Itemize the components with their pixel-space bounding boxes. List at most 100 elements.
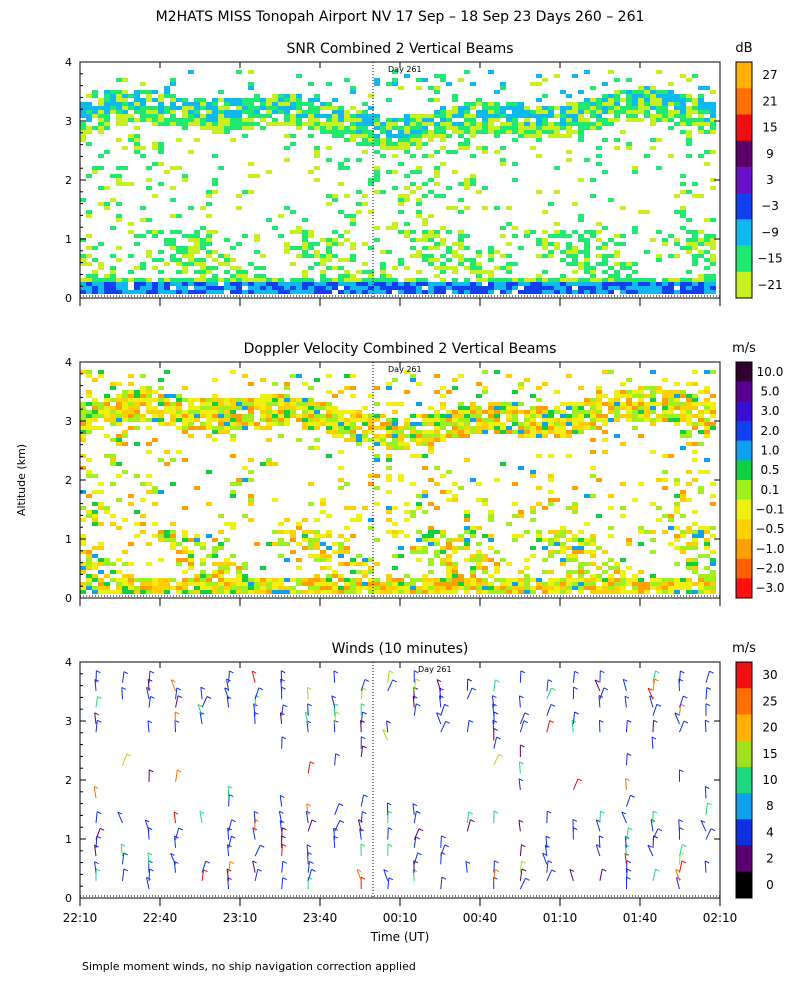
field-cell <box>584 582 590 586</box>
field-cell <box>560 122 566 126</box>
field-cell <box>146 386 152 390</box>
field-cell <box>554 122 560 126</box>
field-cell <box>272 286 278 290</box>
field-cell <box>560 230 566 234</box>
field-cell <box>398 582 404 586</box>
field-cell <box>584 562 590 566</box>
field-cell <box>260 266 266 270</box>
field-cell <box>458 210 464 214</box>
field-cell <box>680 214 686 218</box>
field-cell <box>596 102 602 106</box>
field-cell <box>134 126 140 130</box>
field-cell <box>434 582 440 586</box>
field-cell <box>248 82 254 86</box>
field-cell <box>560 590 566 594</box>
field-cell <box>518 422 524 426</box>
field-cell <box>182 538 188 542</box>
field-cell <box>536 82 542 86</box>
field-cell <box>326 102 332 106</box>
field-cell <box>206 586 212 590</box>
wind-barb <box>360 687 363 700</box>
wind-barb-flag <box>415 703 421 707</box>
field-cell <box>500 110 506 114</box>
field-cell <box>308 530 314 534</box>
field-cell <box>440 254 446 258</box>
field-cell <box>200 278 206 282</box>
field-cell <box>590 494 596 498</box>
field-cell <box>152 114 158 118</box>
field-cell <box>260 118 266 122</box>
field-cell <box>476 418 482 422</box>
wind-barb-flag <box>307 687 312 690</box>
field-cell <box>248 286 254 290</box>
field-cell <box>464 110 470 114</box>
field-cell <box>398 530 404 534</box>
field-cell <box>680 94 686 98</box>
wind-barb <box>545 836 548 848</box>
field-cell <box>626 278 632 282</box>
wind-barb <box>122 852 125 865</box>
field-cell <box>428 190 434 194</box>
field-cell <box>542 270 548 274</box>
field-cell <box>182 118 188 122</box>
field-cell <box>98 582 104 586</box>
field-cell <box>242 274 248 278</box>
field-cell <box>122 106 128 110</box>
field-cell <box>698 590 704 594</box>
field-cell <box>152 282 158 286</box>
field-cell <box>206 270 212 274</box>
field-cell <box>320 270 326 274</box>
field-cell <box>566 290 572 294</box>
field-cell <box>422 134 428 138</box>
wind-barb-flag <box>281 736 287 740</box>
field-cell <box>206 402 212 406</box>
field-cell <box>314 106 320 110</box>
field-cell <box>686 542 692 546</box>
field-cell <box>542 106 548 110</box>
field-cell <box>200 266 206 270</box>
field-cell <box>368 474 374 478</box>
field-cell <box>176 414 182 418</box>
field-cell <box>626 542 632 546</box>
field-cell <box>170 546 176 550</box>
field-cell <box>218 514 224 518</box>
wind-barb-flag <box>495 679 500 683</box>
field-cell <box>386 226 392 230</box>
field-cell <box>92 94 98 98</box>
wind-barb <box>226 844 230 857</box>
field-cell <box>392 286 398 290</box>
field-cell <box>206 230 212 234</box>
field-cell <box>602 278 608 282</box>
field-cell <box>686 394 692 398</box>
field-cell <box>236 114 242 118</box>
field-cell <box>308 578 314 582</box>
field-cell <box>290 414 296 418</box>
field-cell <box>326 578 332 582</box>
field-cell <box>182 426 188 430</box>
field-cell <box>416 546 422 550</box>
field-cell <box>356 134 362 138</box>
field-cell <box>140 586 146 590</box>
field-cell <box>308 234 314 238</box>
field-cell <box>308 286 314 290</box>
field-cell <box>542 382 548 386</box>
field-cell <box>674 590 680 594</box>
field-cell <box>326 278 332 282</box>
field-cell <box>476 250 482 254</box>
field-cell <box>230 102 236 106</box>
field-cell <box>302 274 308 278</box>
field-cell <box>116 246 122 250</box>
field-cell <box>206 278 212 282</box>
field-cell <box>344 238 350 242</box>
field-cell <box>446 82 452 86</box>
field-cell <box>398 446 404 450</box>
field-cell <box>146 450 152 454</box>
field-cell <box>614 390 620 394</box>
field-cell <box>362 150 368 154</box>
wind-barb-flag <box>231 835 236 839</box>
field-cell <box>650 502 656 506</box>
field-cell <box>596 406 602 410</box>
wind-barb <box>228 836 232 848</box>
colorbar-label: 4 <box>766 825 774 839</box>
field-cell <box>638 90 644 94</box>
